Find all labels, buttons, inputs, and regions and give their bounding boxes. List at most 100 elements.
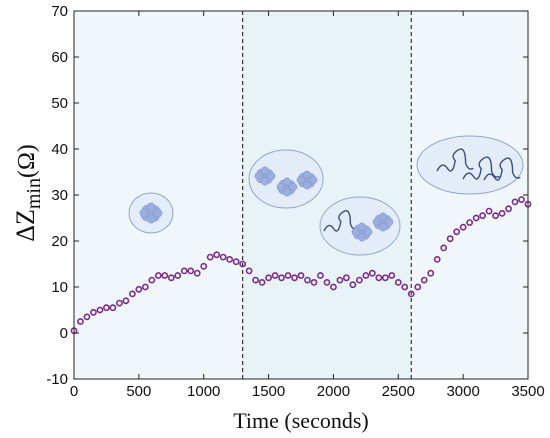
phase-region [411, 11, 528, 379]
protein-cluster-icon [276, 177, 298, 197]
data-point [161, 272, 169, 279]
data-point [388, 272, 396, 279]
data-point [317, 272, 324, 279]
data-point [414, 283, 422, 291]
data-point [427, 269, 435, 277]
y-tick-label: 30 [51, 187, 68, 204]
data-point [77, 318, 84, 325]
data-point [193, 269, 201, 277]
data-point [433, 255, 441, 263]
y-tick-label: 20 [51, 233, 68, 250]
data-point [226, 255, 234, 263]
data-point [297, 272, 305, 279]
data-point [518, 196, 525, 203]
data-point [479, 212, 486, 220]
x-tick-label: 2000 [317, 383, 350, 400]
data-point [291, 274, 298, 282]
data-point [154, 272, 162, 279]
y-axis-label: ΔZmin(Ω) [11, 144, 45, 242]
data-point [407, 290, 415, 298]
inset-polymer-chains [416, 135, 524, 195]
data-point [278, 274, 285, 282]
y-axis-label-unit: (Ω) [14, 144, 40, 178]
data-point [167, 274, 175, 282]
polymer-chain-icon [483, 157, 521, 181]
data-point [187, 267, 195, 275]
data-point [310, 278, 318, 286]
data-point [394, 278, 402, 286]
protein-cluster-icon [296, 170, 318, 190]
y-axis-ticks: -10 0 10 20 30 40 50 60 70 [46, 3, 528, 388]
polymer-chain-icon [436, 148, 474, 172]
data-point [122, 297, 130, 305]
data-point [446, 235, 454, 243]
data-point [511, 198, 519, 206]
data-point [284, 272, 292, 279]
y-axis-label-subscript: min [23, 178, 45, 209]
y-axis-label-delta: ΔZ [11, 209, 40, 242]
x-tick-label: 0 [70, 383, 78, 400]
data-point [265, 274, 272, 282]
y-tick-label: 40 [51, 141, 68, 158]
data-point [453, 228, 461, 236]
x-tick-label: 3500 [511, 383, 544, 400]
data-point [258, 278, 266, 286]
protein-cluster-icon [351, 222, 373, 242]
y-tick-label: 10 [51, 279, 68, 296]
data-point [135, 285, 143, 293]
phase-shading [74, 11, 528, 379]
data-point [336, 276, 344, 284]
data-point [180, 267, 188, 275]
x-axis-ticks: 0 500 1000 1500 2000 2500 3000 3500 [70, 11, 545, 400]
data-point [96, 306, 104, 314]
data-point [304, 276, 311, 284]
data-point [245, 267, 253, 275]
inset-illustrations [128, 135, 524, 256]
data-point [355, 276, 363, 284]
data-series [70, 196, 532, 335]
y-tick-label: 70 [51, 3, 68, 20]
data-point [349, 281, 357, 289]
polymer-chain-icon [323, 210, 358, 232]
x-tick-label: 1000 [187, 383, 220, 400]
data-point [83, 313, 91, 321]
data-point [420, 276, 428, 284]
x-tick-label: 2500 [382, 383, 415, 400]
x-tick-label: 1500 [252, 383, 285, 400]
data-point [498, 209, 506, 217]
data-point [116, 299, 123, 307]
data-point [213, 251, 221, 259]
data-point [362, 272, 370, 279]
data-point [232, 258, 240, 266]
phase-dividers [242, 11, 412, 379]
data-point [505, 205, 512, 213]
data-point [239, 260, 247, 268]
data-point [440, 244, 448, 252]
data-point [401, 283, 409, 291]
data-point [330, 283, 337, 291]
data-point [485, 207, 493, 215]
y-tick-label: 60 [51, 49, 68, 66]
protein-cluster-icon [254, 166, 276, 186]
protein-cluster-icon [139, 202, 163, 224]
data-point [472, 214, 480, 222]
data-point [200, 262, 208, 270]
data-point [381, 274, 389, 282]
data-point [109, 304, 117, 312]
data-point [252, 276, 259, 284]
data-point [492, 212, 499, 220]
data-point [103, 304, 110, 312]
data-point [342, 274, 350, 282]
data-point [459, 223, 467, 231]
polymer-chain-icon [462, 156, 500, 180]
x-tick-label: 500 [126, 383, 151, 400]
y-tick-label: -10 [46, 371, 68, 388]
data-point [141, 283, 149, 291]
data-point [219, 253, 227, 261]
data-point [323, 278, 331, 286]
x-axis-label: Time (seconds) [233, 408, 368, 433]
y-tick-label: 50 [51, 95, 68, 112]
x-tick-label: 3000 [446, 383, 479, 400]
data-point [368, 269, 376, 277]
